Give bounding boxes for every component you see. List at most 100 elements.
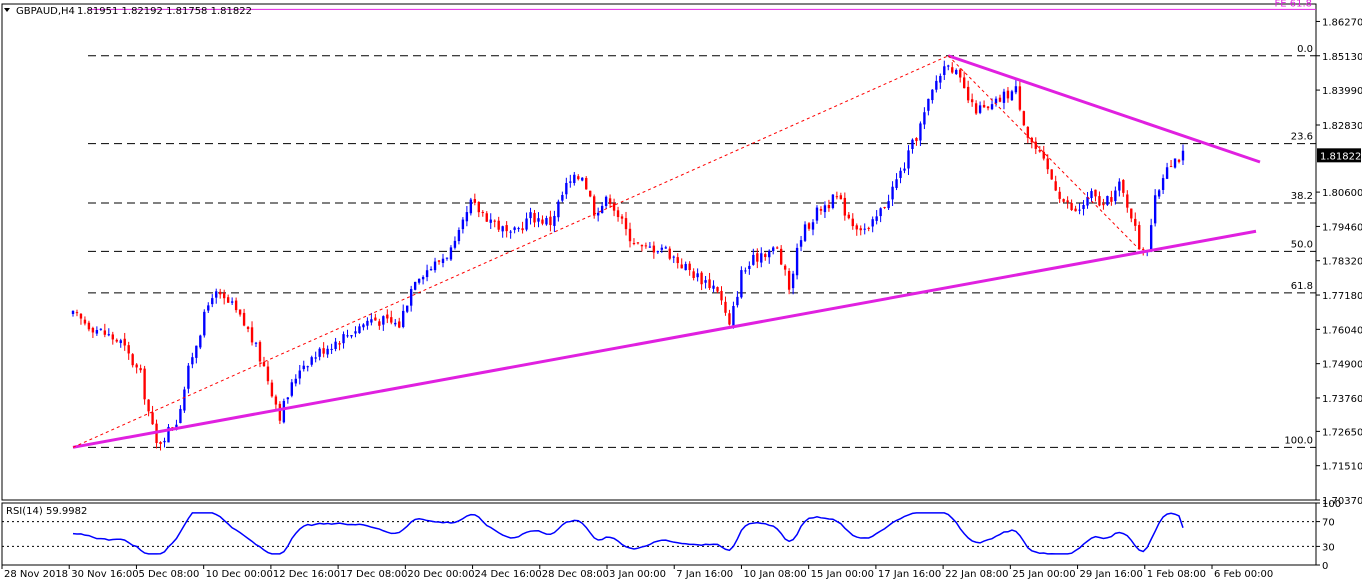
candle-body bbox=[1086, 196, 1089, 206]
candle-body bbox=[258, 342, 262, 362]
candle-body bbox=[95, 330, 99, 334]
price-axis-label: 1.73760 bbox=[1322, 394, 1362, 405]
candle-body bbox=[660, 247, 664, 250]
candle-body bbox=[187, 365, 190, 389]
candle-body bbox=[501, 226, 504, 232]
candle-body bbox=[907, 150, 910, 169]
candle-body bbox=[1153, 195, 1157, 224]
candle-body bbox=[652, 245, 656, 253]
candle-body bbox=[799, 240, 803, 247]
price-panel-frame bbox=[1, 3, 1317, 501]
candle-body bbox=[1018, 86, 1022, 110]
candle-body bbox=[736, 296, 739, 306]
candle-body bbox=[334, 341, 337, 350]
candle-body bbox=[768, 250, 771, 258]
candle-body bbox=[557, 201, 560, 218]
candle-body bbox=[238, 309, 242, 315]
candle-body bbox=[338, 343, 341, 345]
candle-body bbox=[1006, 90, 1010, 99]
candle-body bbox=[720, 290, 723, 301]
candle-body bbox=[990, 104, 994, 110]
candle-body bbox=[469, 199, 473, 214]
candle-body bbox=[1098, 196, 1101, 206]
candle-body bbox=[1066, 200, 1069, 203]
candle-body bbox=[899, 170, 902, 178]
candle-body bbox=[298, 370, 301, 379]
price-axis-label: 1.76040 bbox=[1322, 325, 1362, 336]
candle-body bbox=[445, 257, 449, 259]
candle-body bbox=[561, 195, 564, 201]
candle-body bbox=[811, 222, 815, 230]
candle-body bbox=[346, 335, 349, 337]
price-axis-label: 1.85130 bbox=[1322, 52, 1362, 63]
fib-level-label: 100.0 bbox=[1284, 435, 1313, 446]
candle-body bbox=[1165, 167, 1169, 179]
main-price-panel: 1.86270 1.85130 1.83990 1.82830 1.80600 1.794… bbox=[1, 0, 1362, 507]
candle-body bbox=[473, 199, 477, 203]
candle-body bbox=[835, 196, 839, 198]
candle-body bbox=[787, 270, 791, 290]
candle-body bbox=[791, 273, 795, 289]
candle-body bbox=[219, 291, 222, 295]
time-axis-label: 1 Feb 08:00 bbox=[1147, 569, 1206, 580]
price-axis-label: 1.77180 bbox=[1322, 291, 1362, 302]
candle-body bbox=[489, 219, 492, 223]
candle-body bbox=[402, 310, 405, 327]
candle-body bbox=[764, 254, 767, 258]
candle-body bbox=[266, 366, 270, 382]
candle-body bbox=[234, 300, 238, 311]
candle-body bbox=[147, 399, 150, 412]
candle-body bbox=[1078, 209, 1081, 211]
candle-body bbox=[541, 219, 544, 224]
candle-body bbox=[616, 210, 620, 218]
collapse-arrow-icon[interactable] bbox=[4, 8, 10, 12]
candle-body bbox=[342, 334, 345, 344]
candle-body bbox=[1110, 197, 1113, 202]
candle-body bbox=[83, 319, 87, 324]
candle-body bbox=[278, 403, 282, 421]
candle-body bbox=[203, 311, 206, 336]
candle-body bbox=[915, 137, 918, 142]
candle-body bbox=[815, 207, 819, 221]
candle-body bbox=[823, 205, 827, 213]
candle-body bbox=[394, 322, 397, 325]
candle-body bbox=[457, 229, 461, 242]
candle-body bbox=[636, 242, 640, 244]
candle-body bbox=[127, 345, 130, 354]
candle-body bbox=[676, 257, 679, 264]
candle-body bbox=[569, 181, 572, 183]
time-axis-label: 24 Dec 16:00 bbox=[475, 569, 542, 580]
candle-body bbox=[545, 218, 548, 225]
candle-body bbox=[779, 248, 783, 265]
candle-body bbox=[493, 220, 496, 222]
candle-body bbox=[772, 247, 775, 252]
candle-body bbox=[592, 196, 596, 216]
fe-level-label: FE 61.8 bbox=[1274, 0, 1312, 9]
candle-body bbox=[1094, 189, 1097, 197]
candle-body bbox=[931, 89, 934, 101]
candle-body bbox=[1138, 225, 1141, 250]
candle-body bbox=[700, 272, 703, 285]
time-axis-label: 5 Dec 08:00 bbox=[138, 569, 199, 580]
candle-body bbox=[947, 65, 950, 67]
fib-anchor-line-up bbox=[72, 55, 949, 448]
candle-body bbox=[728, 313, 731, 325]
candle-body bbox=[362, 324, 365, 328]
current-price-label: 1.81822 bbox=[1320, 151, 1361, 162]
candle-body bbox=[1169, 166, 1173, 168]
candle-body bbox=[998, 97, 1002, 102]
candle-body bbox=[1058, 191, 1061, 199]
candle-body bbox=[855, 225, 858, 230]
candle-body bbox=[939, 75, 942, 83]
candle-body bbox=[962, 77, 966, 89]
candle-body bbox=[111, 334, 114, 340]
candle-body bbox=[421, 276, 425, 280]
time-axis-label: 10 Jan 08:00 bbox=[743, 569, 806, 580]
candle-body bbox=[1070, 202, 1073, 211]
price-axis-label: 1.82830 bbox=[1322, 121, 1362, 132]
candle-body bbox=[453, 240, 457, 248]
candle-body bbox=[1082, 204, 1085, 210]
candle-body bbox=[589, 190, 592, 197]
candle-body bbox=[1173, 158, 1177, 168]
